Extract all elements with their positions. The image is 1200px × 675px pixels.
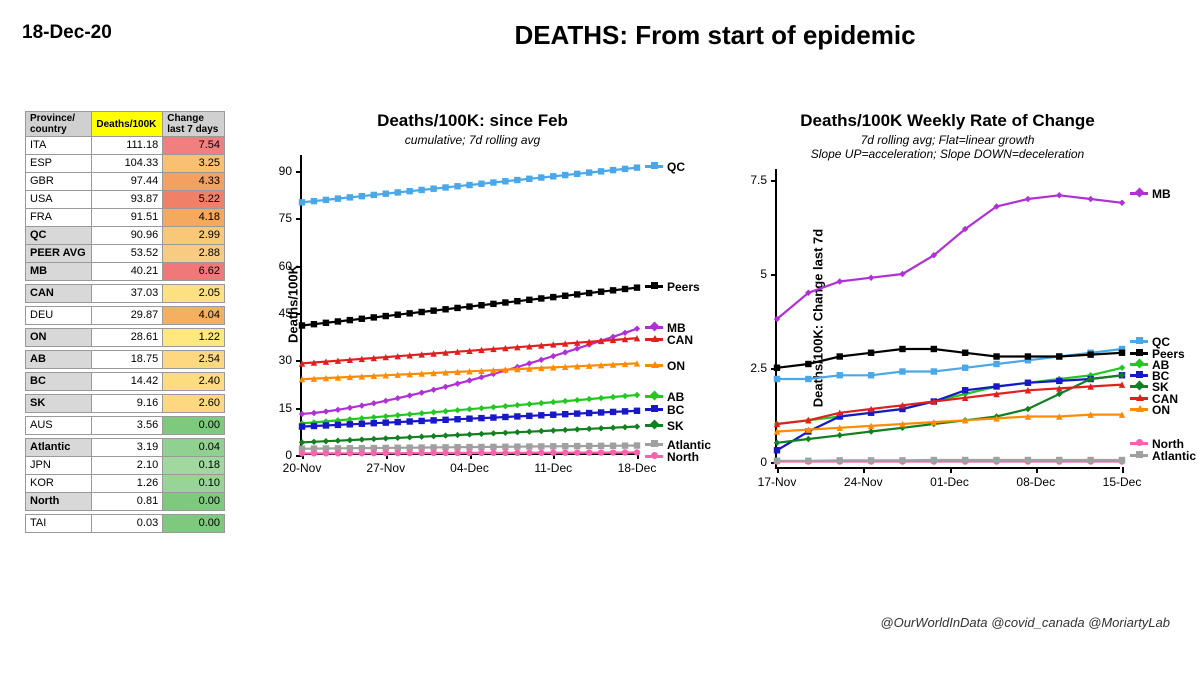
table-row: SK9.162.60 (26, 395, 225, 413)
content-row: Province/ countryDeaths/100KChange last … (25, 111, 1175, 533)
table-row: FRA91.514.18 (26, 209, 225, 227)
series-label: QC (667, 160, 685, 174)
table-row: USA93.875.22 (26, 191, 225, 209)
table-row: AB18.752.54 (26, 351, 225, 369)
table-row: North0.810.00 (26, 493, 225, 511)
table-row: ESP104.333.25 (26, 155, 225, 173)
table-row: QC90.962.99 (26, 227, 225, 245)
chart1-wrap: Deaths/100K: since Feb cumulative; 7d ro… (245, 111, 700, 455)
table-header: Province/ country (26, 112, 92, 137)
table-row: GBR97.444.33 (26, 173, 225, 191)
chart2-wrap: Deaths/100K Weekly Rate of Change 7d rol… (720, 111, 1175, 469)
table-row: JPN2.100.18 (26, 457, 225, 475)
chart1-box: 015304560759020-Nov27-Nov04-Dec11-Dec18-… (300, 155, 635, 455)
table-header: Deaths/100K (92, 112, 163, 137)
table-row: TAI0.030.00 (26, 515, 225, 533)
chart2-box: 02.557.517-Nov24-Nov01-Dec08-Dec15-DecDe… (775, 169, 1120, 469)
table-row: DEU29.874.04 (26, 307, 225, 325)
series-label: Atlantic (1152, 449, 1196, 463)
table-header: Change last 7 days (163, 112, 225, 137)
table-row: MB40.216.62 (26, 263, 225, 281)
table-row: AUS3.560.00 (26, 417, 225, 435)
main-title: DEATHS: From start of epidemic (255, 20, 1175, 51)
series-label: Peers (667, 280, 700, 294)
chart2-subtitle2: Slope UP=acceleration; Slope DOWN=decele… (720, 147, 1175, 161)
table-row: ITA111.187.54 (26, 137, 225, 155)
deaths-table: Province/ countryDeaths/100KChange last … (25, 111, 225, 533)
table-row: PEER AVG53.522.88 (26, 245, 225, 263)
table-row: CAN37.032.05 (26, 285, 225, 303)
chart1-title: Deaths/100K: since Feb (245, 111, 700, 131)
date-label: 18-Dec-20 (22, 22, 112, 44)
series-label: MB (1152, 187, 1171, 201)
chart1-subtitle: cumulative; 7d rolling avg (245, 133, 700, 147)
table-row: BC14.422.40 (26, 373, 225, 391)
table-row: Atlantic3.190.04 (26, 439, 225, 457)
series-label: CAN (667, 333, 693, 347)
table-row: KOR1.260.10 (26, 475, 225, 493)
series-label: ON (1152, 403, 1170, 417)
table-row: ON28.611.22 (26, 329, 225, 347)
series-label: BC (667, 403, 684, 417)
chart2-subtitle1: 7d rolling avg; Flat=linear growth (720, 133, 1175, 147)
chart2-title: Deaths/100K Weekly Rate of Change (720, 111, 1175, 131)
credit-text: @OurWorldInData @covid_canada @MoriartyL… (880, 615, 1170, 630)
series-label: North (667, 450, 699, 464)
series-label: SK (667, 419, 684, 433)
series-label: ON (667, 359, 685, 373)
